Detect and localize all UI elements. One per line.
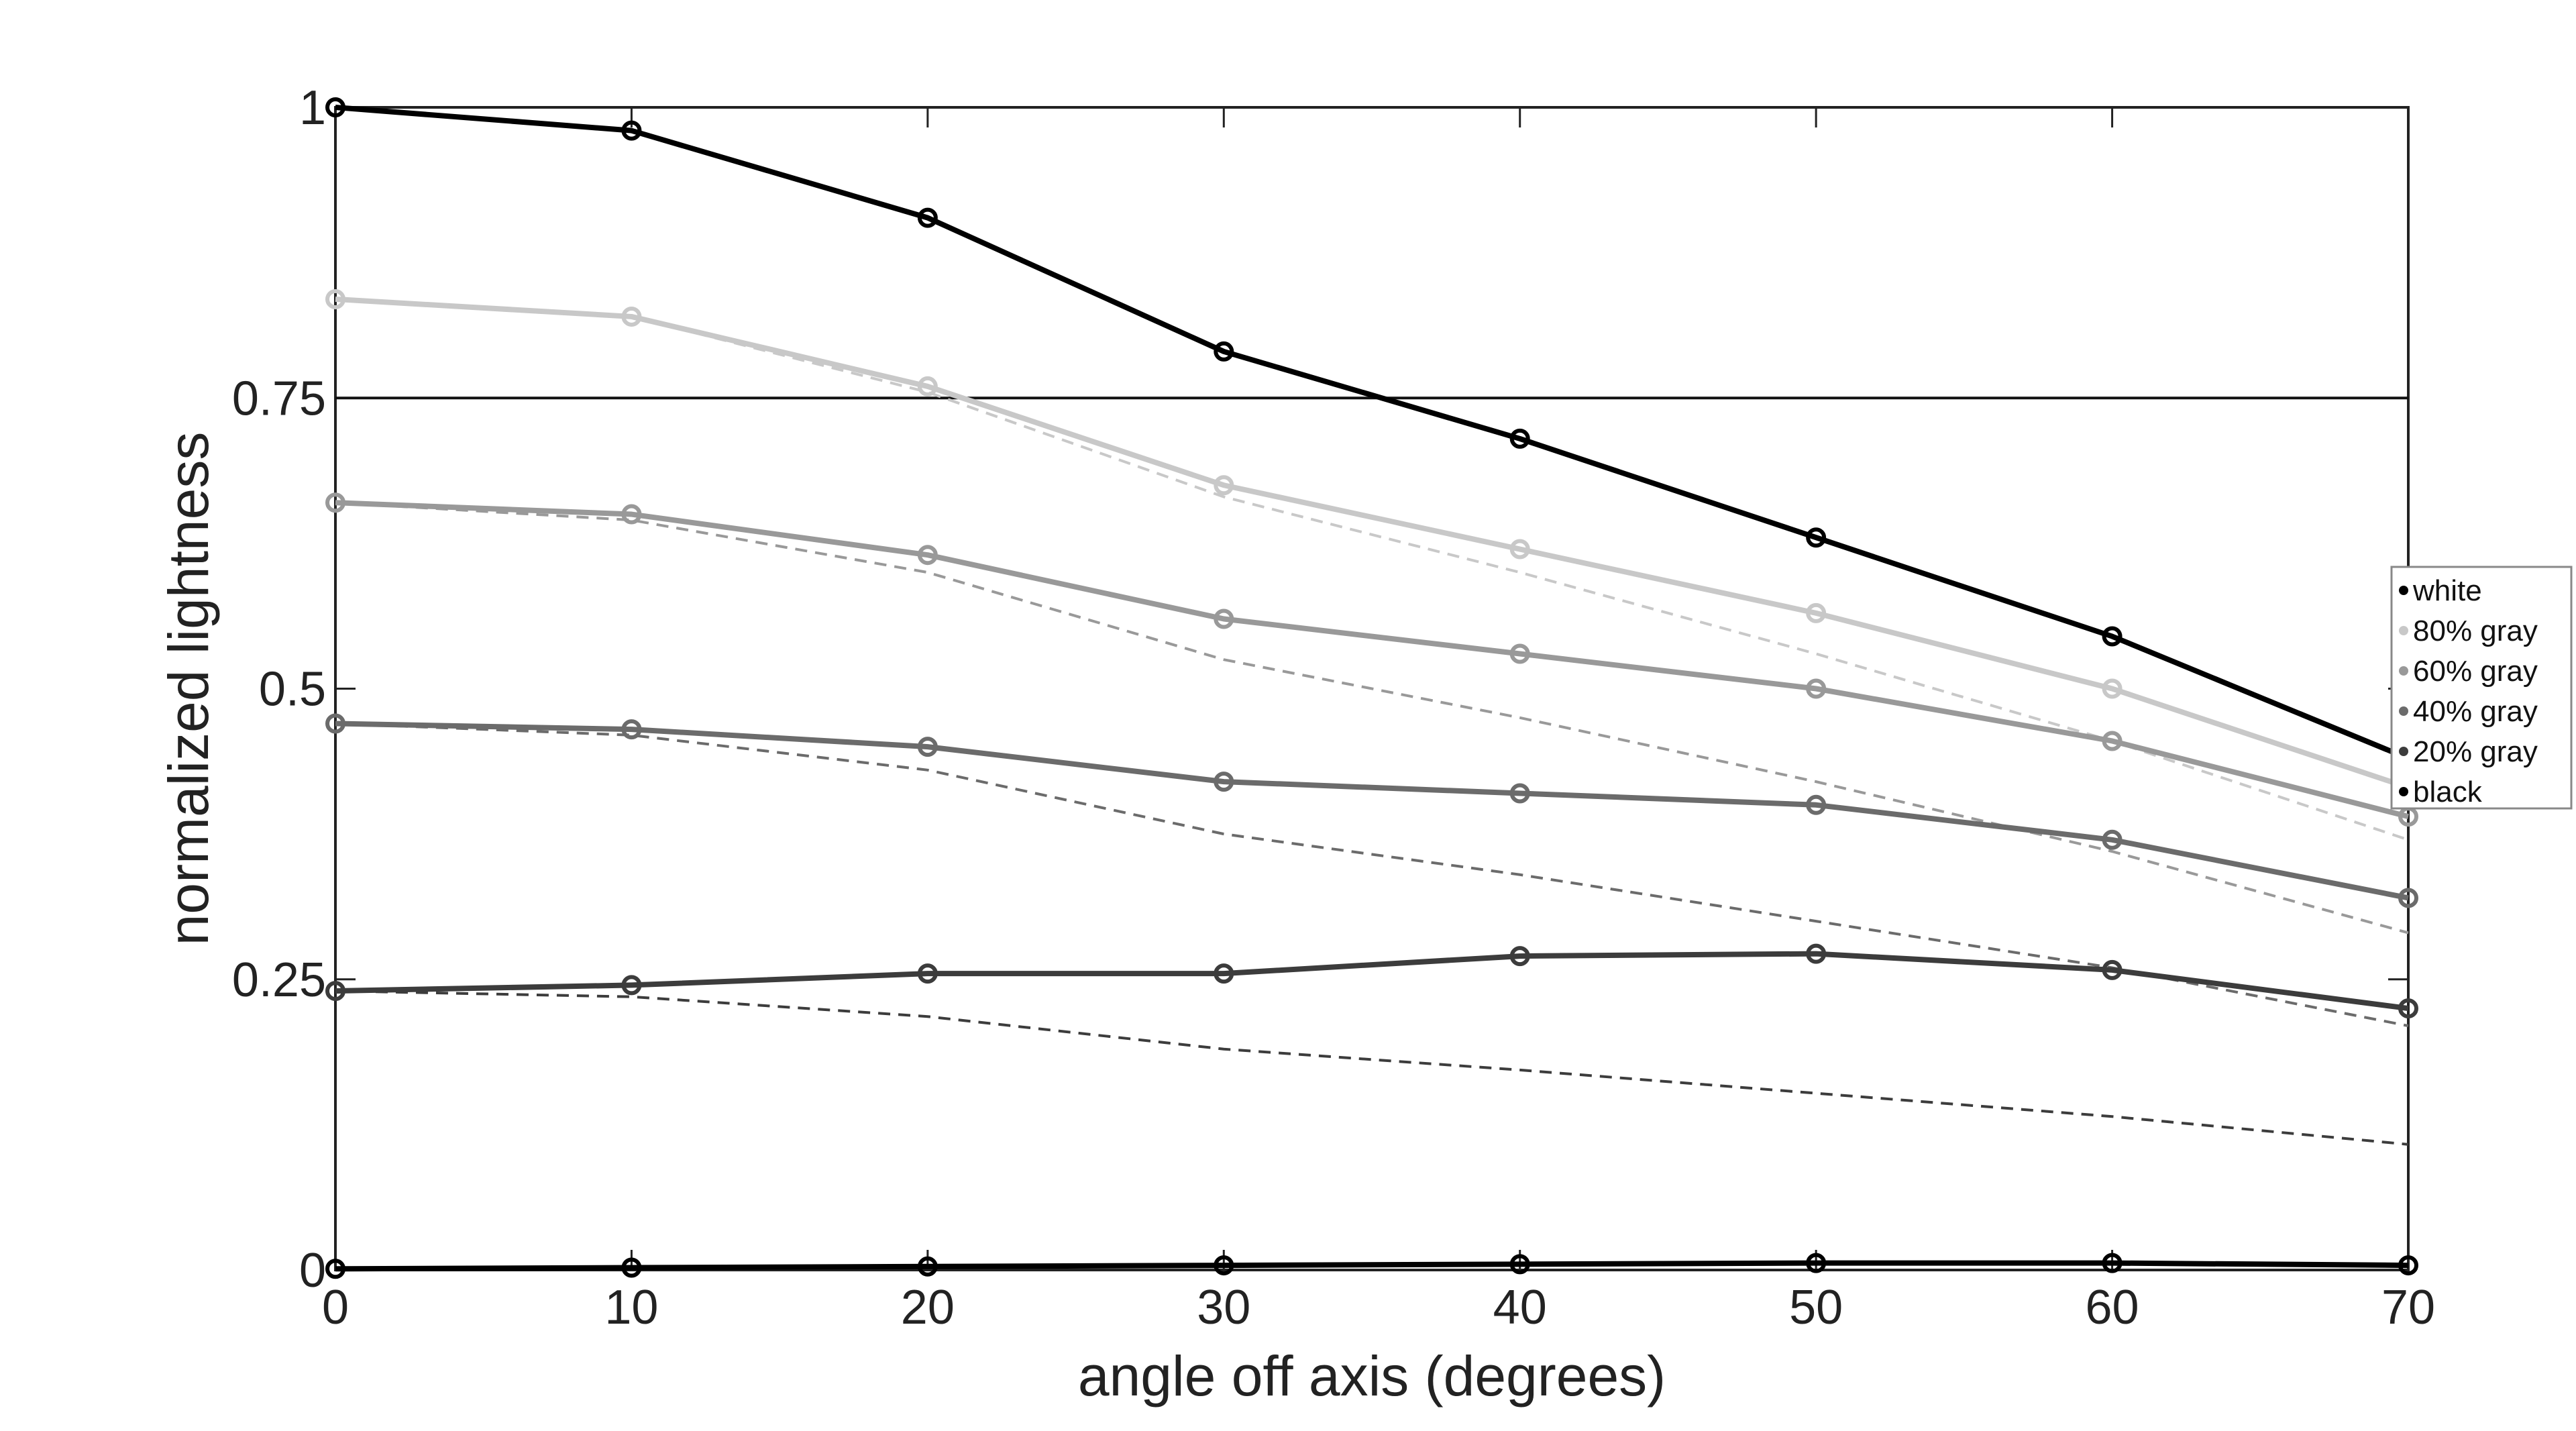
data-point — [1509, 946, 1530, 967]
y-tick-label: 0 — [299, 1244, 326, 1297]
series-20-gray — [325, 943, 2418, 1019]
data-point — [1214, 341, 1234, 362]
series-line — [335, 1260, 2409, 1272]
legend-label: 60% gray — [2413, 655, 2538, 688]
data-point — [1509, 428, 1530, 449]
series-80-gray — [325, 288, 2418, 798]
data-point — [621, 1257, 642, 1278]
data-point — [325, 97, 345, 117]
x-tick-label: 10 — [604, 1281, 658, 1334]
reference-dashed-line — [335, 297, 2409, 841]
reference-dashed-lines — [335, 297, 2409, 1146]
legend-label: black — [2413, 776, 2483, 808]
data-point — [1509, 643, 1530, 664]
data-point — [325, 492, 345, 513]
data-point — [1214, 608, 1234, 629]
series-line — [335, 296, 2410, 790]
data-point — [1806, 602, 1827, 623]
data-point — [1806, 527, 1827, 548]
data-point — [1806, 794, 1827, 815]
x-tick-label: 30 — [1197, 1281, 1250, 1334]
data-point — [1509, 1254, 1530, 1275]
legend-box — [2390, 566, 2573, 810]
reference-dashed-line — [335, 722, 2409, 1028]
legend-marker — [2399, 706, 2408, 716]
series-black — [325, 1253, 2418, 1279]
data-point — [1509, 783, 1530, 804]
data-point — [621, 306, 642, 327]
data-point — [1214, 963, 1234, 984]
data-point — [325, 713, 345, 734]
series-line — [335, 500, 2409, 820]
legend-marker — [2399, 747, 2408, 756]
reference-dashed-line — [335, 990, 2409, 1146]
data-point — [1214, 772, 1234, 792]
legend-marker — [2399, 586, 2408, 595]
y-tick-label: 0.5 — [259, 663, 326, 717]
data-point — [2398, 998, 2418, 1019]
legend-label: 80% gray — [2413, 615, 2538, 647]
data-point — [325, 1259, 345, 1279]
data-point — [2398, 1255, 2418, 1276]
legend: white 80% gray 60% gray 40% gray 20% gray bla… — [2390, 566, 2573, 810]
x-tick-label: 40 — [1493, 1281, 1547, 1334]
series-line — [335, 105, 2410, 761]
legend-marker — [2399, 787, 2408, 796]
data-point — [2102, 678, 2123, 699]
data-point — [325, 981, 345, 1002]
data-point — [917, 1256, 938, 1277]
data-point — [2102, 626, 2123, 647]
legend-marker — [2399, 626, 2408, 635]
x-tick-label: 50 — [1789, 1281, 1843, 1334]
x-tick-label: 70 — [2381, 1281, 2435, 1334]
series-line — [335, 951, 2409, 1012]
data-point — [621, 719, 642, 740]
data-point — [1214, 1255, 1234, 1276]
reference-dashed-line — [335, 501, 2409, 935]
y-tick-label: 0.25 — [232, 953, 326, 1007]
legend-label: 40% gray — [2413, 695, 2538, 728]
data-point — [1214, 475, 1234, 496]
data-point — [917, 545, 938, 566]
data-point — [1806, 678, 1827, 699]
data-point — [2102, 829, 2123, 850]
legend-label: 20% gray — [2413, 735, 2538, 768]
data-point — [917, 376, 938, 396]
x-tick-label: 0 — [322, 1281, 349, 1334]
data-point — [621, 975, 642, 996]
data-point — [917, 737, 938, 757]
data-point — [1806, 943, 1827, 964]
y-tick-label: 0.75 — [232, 372, 326, 425]
data-point — [2398, 888, 2418, 908]
data-point — [621, 120, 642, 141]
data-series — [325, 97, 2418, 1279]
data-point — [2102, 1253, 2123, 1273]
data-point — [2102, 731, 2123, 751]
x-tick-label: 20 — [901, 1281, 955, 1334]
series-white — [325, 97, 2418, 769]
legend-label: white — [2412, 574, 2482, 607]
series-60-gray — [325, 492, 2418, 827]
data-point — [1509, 539, 1530, 560]
legend-marker — [2399, 666, 2408, 676]
data-point — [621, 504, 642, 525]
tick-labels: 0 10 20 30 40 50 60 70 0 0.25 0.5 0.75 1 — [232, 81, 2435, 1334]
data-point — [917, 207, 938, 228]
x-axis-title: angle off axis (degrees) — [1078, 1344, 1666, 1408]
data-point — [2102, 959, 2123, 980]
x-tick-label: 60 — [2086, 1281, 2139, 1334]
series-40-gray — [325, 713, 2418, 908]
data-point — [917, 963, 938, 984]
series-line — [335, 721, 2409, 901]
y-tick-label: 1 — [299, 81, 326, 135]
data-point — [325, 288, 345, 309]
y-axis-title: normalized lightness — [157, 432, 220, 946]
data-point — [1806, 1253, 1827, 1273]
